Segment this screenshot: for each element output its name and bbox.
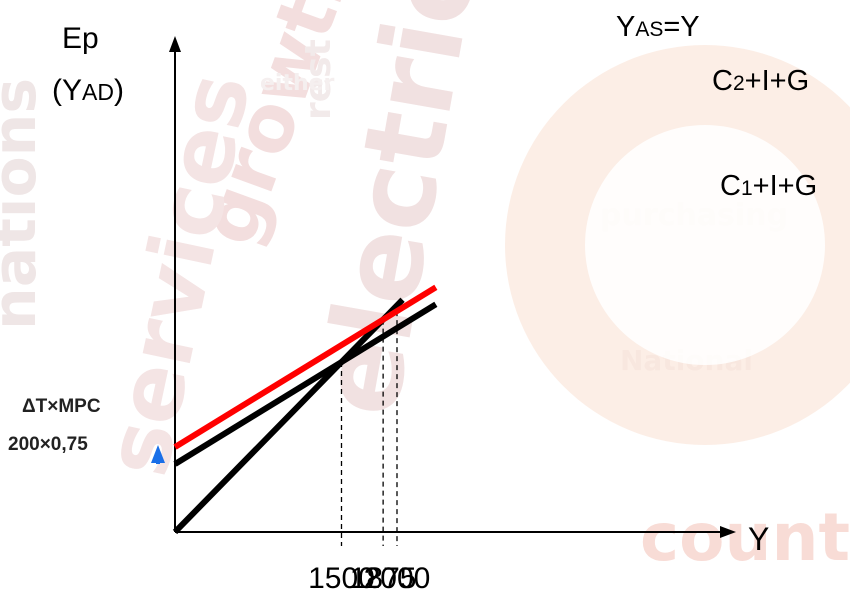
axes bbox=[169, 36, 736, 538]
x-tick-label: 1500 bbox=[308, 562, 375, 591]
background-word: nations bbox=[0, 78, 50, 330]
background-word: rest bbox=[298, 39, 339, 120]
background-word: country bbox=[640, 499, 850, 576]
dropline-group bbox=[340, 311, 398, 546]
x-axis-arrowhead bbox=[720, 526, 736, 538]
y-axis-arrowhead bbox=[169, 36, 181, 52]
annotation-200-times-mpc: 200×0,75 bbox=[8, 434, 88, 455]
x-axis-label: Y bbox=[748, 521, 769, 557]
y-axis-label: Ep bbox=[62, 22, 99, 55]
x-tick-label: 1875 bbox=[350, 562, 417, 591]
x-tick-label: 2000 bbox=[364, 562, 431, 591]
series-label-c2: C2+I+G bbox=[712, 65, 809, 97]
series-line bbox=[173, 301, 438, 467]
annotation-delta-t-mpc: ΔT×MPC bbox=[22, 396, 101, 417]
shift-arrow-head bbox=[151, 445, 165, 464]
y-axis-sublabel: (YAD) bbox=[52, 74, 124, 107]
background-word: either bbox=[260, 71, 335, 96]
series-line bbox=[173, 284, 438, 450]
series-label-c1: C1+I+G bbox=[720, 170, 817, 202]
series-lines bbox=[172, 284, 438, 535]
series-line bbox=[172, 297, 405, 535]
shift-arrow-group bbox=[151, 445, 165, 465]
background-swirl-inner bbox=[585, 125, 825, 365]
series-label-yas: YAS=Y bbox=[616, 11, 700, 43]
